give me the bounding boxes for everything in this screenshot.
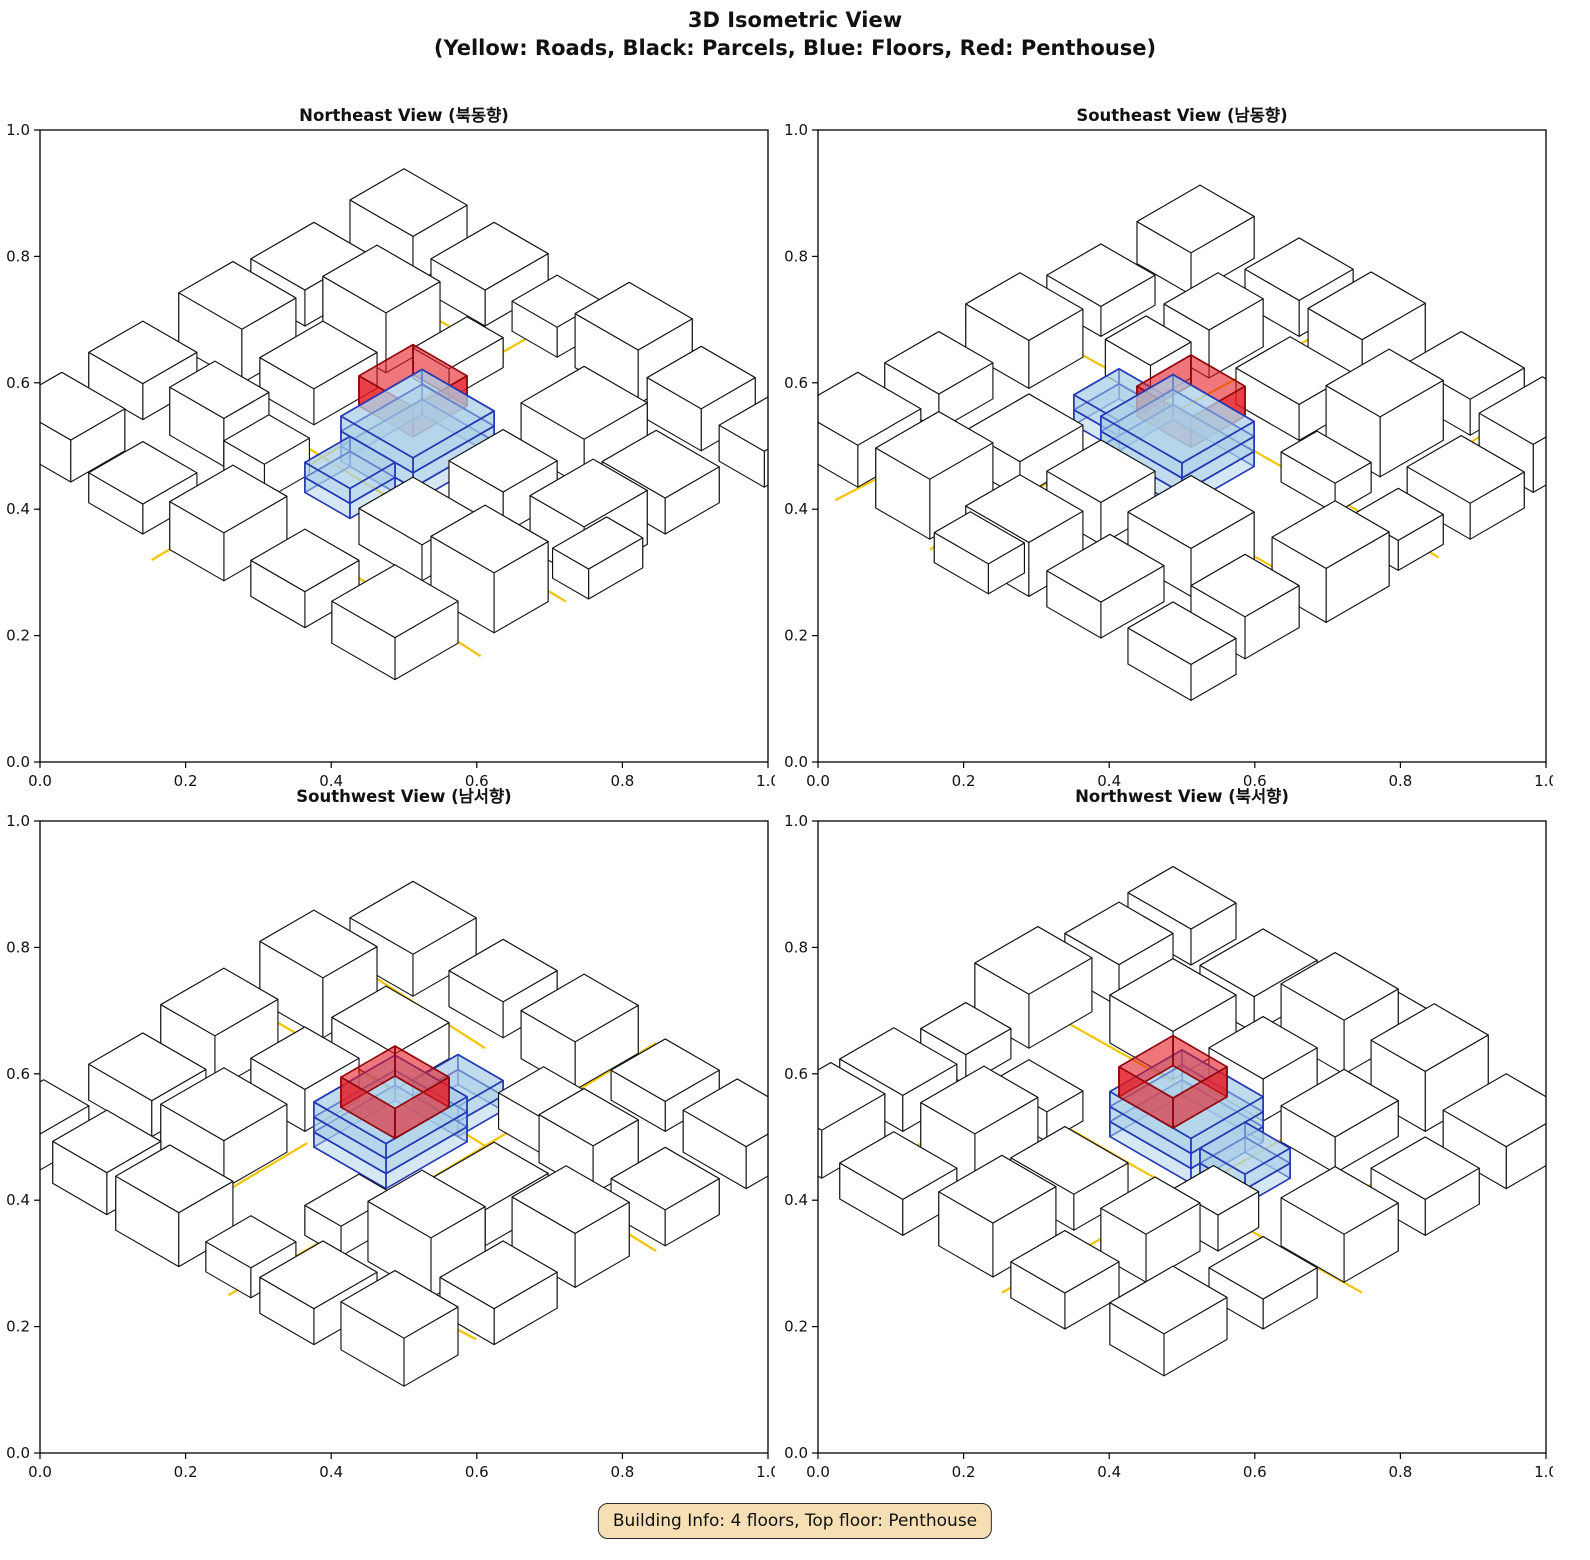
svg-text:0.6: 0.6 xyxy=(6,1065,30,1083)
svg-text:0.6: 0.6 xyxy=(784,1065,808,1083)
svg-text:0.0: 0.0 xyxy=(28,1463,52,1481)
svg-text:0.8: 0.8 xyxy=(610,772,634,790)
svg-text:0.8: 0.8 xyxy=(1388,1463,1412,1481)
svg-text:1.0: 1.0 xyxy=(756,772,775,790)
svg-text:1.0: 1.0 xyxy=(6,812,30,830)
svg-text:0.4: 0.4 xyxy=(1097,772,1121,790)
svg-text:1.0: 1.0 xyxy=(784,121,808,139)
svg-text:0.0: 0.0 xyxy=(806,1463,830,1481)
svg-text:0.6: 0.6 xyxy=(1243,772,1267,790)
svg-text:1.0: 1.0 xyxy=(1534,1463,1553,1481)
isometric-plot-southeast: 0.0 0.2 0.4 0.6 0.8 1.0 0.0 0.2 0.4 0.6 0.8 1.0 xyxy=(784,121,1553,790)
svg-text:1.0: 1.0 xyxy=(6,121,30,139)
isometric-plot-northwest: 0.0 0.2 0.4 0.6 0.8 1.0 0.0 0.2 0.4 0.6 0.8 1.0 xyxy=(784,812,1553,1481)
svg-text:0.2: 0.2 xyxy=(174,1463,198,1481)
svg-text:0.8: 0.8 xyxy=(610,1463,634,1481)
svg-text:0.8: 0.8 xyxy=(6,938,30,956)
svg-text:0.2: 0.2 xyxy=(174,772,198,790)
svg-text:1.0: 1.0 xyxy=(784,812,808,830)
figure-title: 3D Isometric View (Yellow: Roads, Black:… xyxy=(0,6,1590,63)
svg-text:0.2: 0.2 xyxy=(952,772,976,790)
svg-text:0.0: 0.0 xyxy=(806,772,830,790)
svg-text:0.4: 0.4 xyxy=(784,1191,808,1209)
svg-text:0.0: 0.0 xyxy=(784,753,808,771)
subplot-title-northeast: Northeast View (북동향) xyxy=(299,106,509,125)
subplot-title-northwest: Northwest View (북서향) xyxy=(1075,787,1289,806)
svg-text:0.6: 0.6 xyxy=(465,772,489,790)
svg-text:0.4: 0.4 xyxy=(784,500,808,518)
svg-text:0.0: 0.0 xyxy=(6,753,30,771)
subplot-title-southwest: Southwest View (남서향) xyxy=(296,787,512,806)
svg-text:0.2: 0.2 xyxy=(784,627,808,645)
svg-text:0.4: 0.4 xyxy=(1097,1463,1121,1481)
isometric-plot-northeast: 0.0 0.2 0.4 0.6 0.8 1.0 0.0 0.2 0.4 0.6 0.8 1.0 xyxy=(6,121,775,790)
figure-title-line1: 3D Isometric View xyxy=(687,8,903,32)
svg-text:0.8: 0.8 xyxy=(784,247,808,265)
svg-text:0.0: 0.0 xyxy=(784,1444,808,1462)
svg-text:0.8: 0.8 xyxy=(6,247,30,265)
subplot-title-southeast: Southeast View (남동향) xyxy=(1076,106,1288,125)
svg-text:0.0: 0.0 xyxy=(28,772,52,790)
svg-text:0.4: 0.4 xyxy=(319,1463,343,1481)
svg-text:0.8: 0.8 xyxy=(784,938,808,956)
svg-text:0.2: 0.2 xyxy=(6,627,30,645)
svg-text:1.0: 1.0 xyxy=(1534,772,1553,790)
isometric-plot-southwest: 0.0 0.2 0.4 0.6 0.8 1.0 0.0 0.2 0.4 0.6 0.8 1.0 xyxy=(6,812,775,1481)
svg-text:0.0: 0.0 xyxy=(6,1444,30,1462)
svg-text:0.4: 0.4 xyxy=(6,500,30,518)
svg-text:0.2: 0.2 xyxy=(952,1463,976,1481)
building-info-badge: Building Info: 4 floors, Top floor: Pent… xyxy=(597,1503,993,1539)
svg-text:0.8: 0.8 xyxy=(1388,772,1412,790)
svg-text:0.6: 0.6 xyxy=(784,374,808,392)
svg-text:0.4: 0.4 xyxy=(6,1191,30,1209)
svg-text:1.0: 1.0 xyxy=(756,1463,775,1481)
figure-title-line2: (Yellow: Roads, Black: Parcels, Blue: Fl… xyxy=(433,36,1157,61)
svg-text:0.4: 0.4 xyxy=(319,772,343,790)
svg-text:0.2: 0.2 xyxy=(784,1318,808,1336)
svg-text:0.6: 0.6 xyxy=(1243,1463,1267,1481)
svg-text:0.2: 0.2 xyxy=(6,1318,30,1336)
svg-text:0.6: 0.6 xyxy=(465,1463,489,1481)
svg-text:0.6: 0.6 xyxy=(6,374,30,392)
